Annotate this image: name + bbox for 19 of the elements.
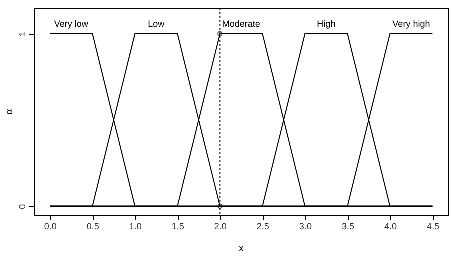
x-tick-label: 4.0: [384, 222, 397, 232]
x-tick-label: 3.5: [342, 222, 354, 232]
x-tick-label: 4.5: [426, 222, 440, 232]
series-label: Very low: [54, 18, 89, 29]
x-tick-label: 1.0: [129, 222, 142, 232]
x-tick-label: 1.5: [172, 222, 184, 232]
y-tick-label: 1: [18, 32, 28, 37]
series-label: Moderate: [222, 18, 260, 29]
x-tick-label: 0.5: [86, 222, 100, 232]
x-tick-label: 0.0: [44, 222, 57, 232]
x-tick-label: 2.0: [214, 222, 227, 232]
x-tick-label: 2.5: [256, 222, 270, 232]
series-label: Very high: [392, 18, 430, 29]
x-tick-label: 3.0: [299, 222, 312, 232]
x-axis-title: x: [239, 244, 244, 254]
series-label: Low: [148, 18, 166, 29]
y-tick-label: 0: [18, 204, 28, 210]
y-axis-title: α: [4, 108, 16, 115]
series-label: High: [317, 18, 336, 29]
